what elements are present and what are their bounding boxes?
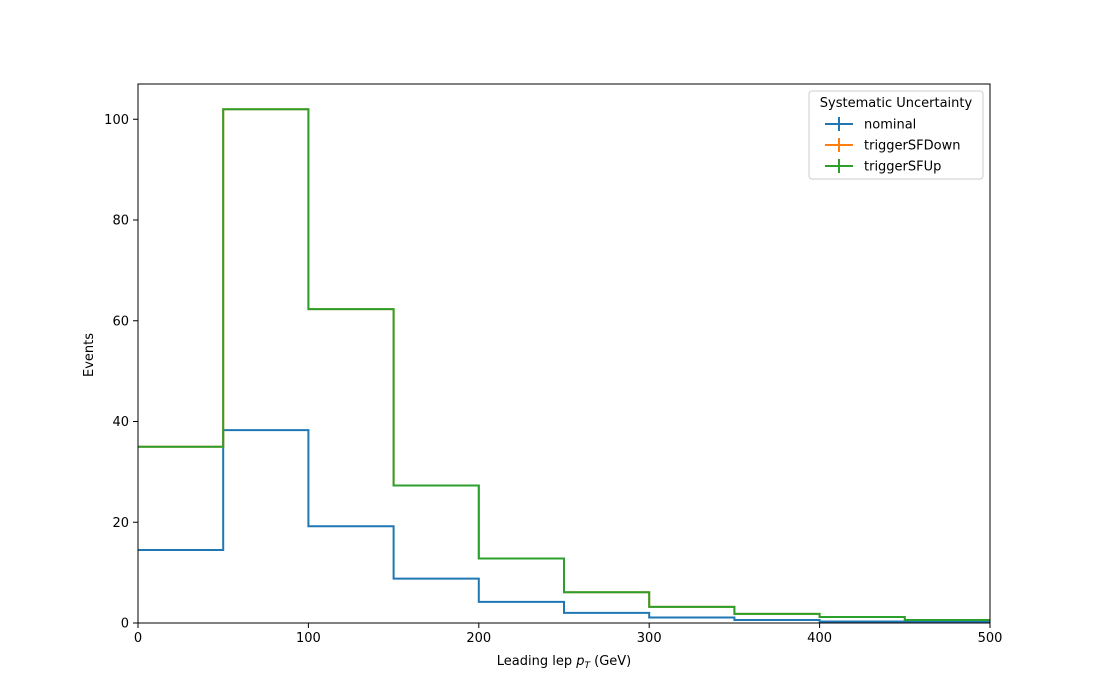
y-tick-label: 40	[112, 415, 129, 430]
y-axis-label: Events	[82, 333, 97, 377]
x-tick-label: 200	[466, 631, 491, 646]
y-tick-label: 60	[112, 314, 129, 329]
legend-label: triggerSFUp	[864, 160, 941, 175]
x-axis: 0 100 200 300 400 500	[134, 623, 1003, 646]
legend-label: nominal	[864, 118, 916, 133]
x-axis-label-unit: (GeV)	[590, 654, 631, 669]
x-tick-label: 300	[637, 631, 662, 646]
x-axis-label: Leading lep pT (GeV)	[497, 654, 631, 671]
x-tick-label: 100	[296, 631, 321, 646]
x-tick-label: 0	[134, 631, 142, 646]
series-nominal-step	[138, 429, 990, 623]
legend-entry-triggersfup: triggerSFUp	[825, 159, 941, 175]
legend-entry-triggersfdown: triggerSFDown	[825, 138, 960, 154]
legend-box	[808, 90, 984, 180]
y-tick-label: 80	[112, 214, 129, 229]
legend-label: triggerSFDown	[864, 139, 960, 154]
x-axis-label-sub: T	[584, 661, 591, 671]
x-tick-label: 500	[978, 631, 1003, 646]
legend-entry-nominal: nominal	[825, 117, 916, 133]
legend-title: Systematic Uncertainty	[820, 96, 973, 111]
y-tick-label: 0	[121, 617, 129, 632]
series-layer	[138, 108, 990, 623]
x-axis-label-var: p	[575, 654, 584, 669]
y-axis: 0 20 40 60 80 100	[104, 113, 138, 632]
y-tick-label: 20	[112, 516, 129, 531]
x-tick-label: 400	[807, 631, 832, 646]
y-tick-label: 100	[104, 113, 129, 128]
legend: Systematic Uncertainty nominal triggerSFD…	[808, 90, 984, 180]
legend-entries: nominal triggerSFDown triggerSFUp	[825, 117, 960, 175]
series-triggersfup-step	[138, 108, 990, 621]
plot-frame	[137, 83, 991, 624]
